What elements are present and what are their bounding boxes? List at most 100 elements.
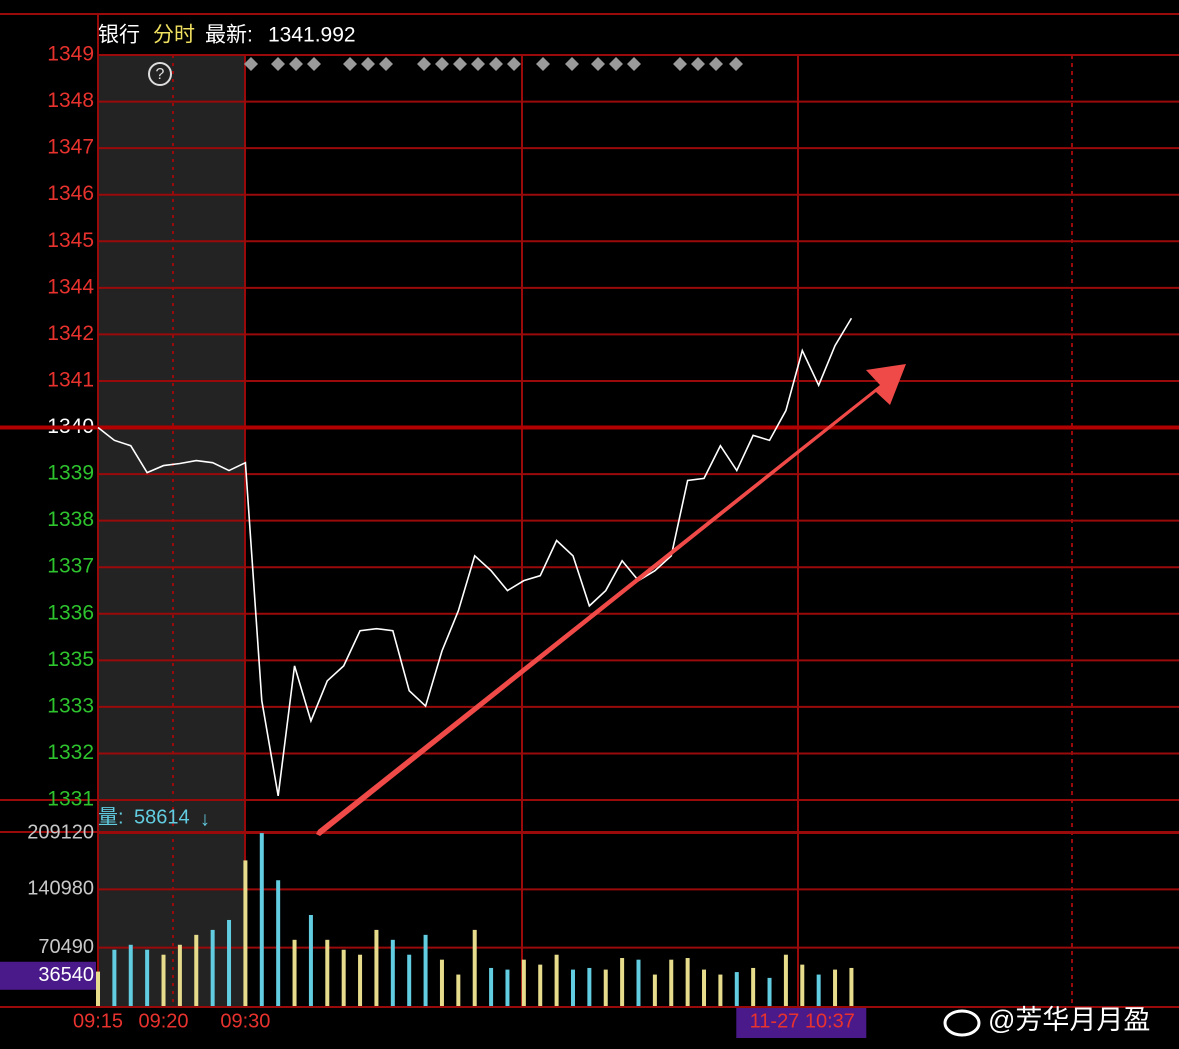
x-tick-label: 11-27 10:37 bbox=[750, 1010, 855, 1032]
volume-bar bbox=[210, 929, 215, 1006]
mode: 分时 bbox=[153, 24, 195, 47]
volume-bar bbox=[783, 954, 788, 1006]
volume-bar bbox=[489, 967, 494, 1006]
y2-marker-label: 36540 bbox=[38, 964, 94, 986]
price-line bbox=[97, 317, 853, 796]
volume-bar bbox=[96, 971, 100, 1006]
help-icon[interactable] bbox=[148, 62, 172, 86]
y-tick-label: 1332 bbox=[47, 741, 94, 764]
volume-bar bbox=[816, 974, 821, 1006]
event-marker bbox=[536, 57, 550, 71]
y-tick-label: 1336 bbox=[47, 601, 94, 624]
volume-bar bbox=[145, 949, 150, 1006]
x-tick-label: 09:20 bbox=[138, 1010, 188, 1032]
y2-tick-label: 209120 bbox=[27, 821, 94, 843]
volume-bar bbox=[439, 959, 444, 1006]
help-icon-glyph: ? bbox=[156, 66, 165, 83]
event-markers bbox=[244, 57, 743, 71]
event-marker bbox=[471, 57, 485, 71]
volume-bar bbox=[259, 833, 264, 1006]
event-marker bbox=[627, 57, 641, 71]
volume-bar bbox=[112, 949, 117, 1006]
volume-bar bbox=[505, 969, 510, 1006]
volume-bar bbox=[456, 974, 461, 1006]
volume-bar bbox=[521, 959, 526, 1006]
volume-bar bbox=[833, 969, 838, 1006]
volume-bar bbox=[800, 964, 805, 1006]
event-marker bbox=[244, 57, 258, 71]
volume-bar bbox=[570, 969, 575, 1006]
event-marker bbox=[271, 57, 285, 71]
volume-bar bbox=[243, 860, 248, 1006]
x-tick-label: 09:30 bbox=[220, 1010, 270, 1032]
volume-bar bbox=[472, 929, 477, 1006]
volume-bar bbox=[292, 939, 297, 1006]
volume-trend: ↓ bbox=[200, 808, 210, 830]
volume-bar bbox=[636, 959, 641, 1006]
volume-bar bbox=[603, 969, 608, 1006]
volume-bar bbox=[702, 969, 707, 1006]
y-tick-label: 1337 bbox=[47, 555, 94, 578]
volume-bar bbox=[652, 974, 657, 1006]
y-tick-label: 1348 bbox=[47, 89, 94, 112]
event-marker bbox=[343, 57, 357, 71]
event-marker bbox=[691, 57, 705, 71]
trend-arrow bbox=[316, 364, 906, 836]
volume-bar bbox=[554, 954, 559, 1006]
weibo-logo bbox=[943, 1009, 981, 1037]
y-tick-label: 1347 bbox=[47, 136, 94, 159]
event-marker bbox=[507, 57, 521, 71]
y-tick-label: 1344 bbox=[47, 275, 94, 298]
y2-tick-label: 140980 bbox=[27, 878, 94, 900]
volume-bar bbox=[308, 914, 313, 1006]
watermark: @芳华月月盈 bbox=[988, 1005, 1150, 1035]
y-tick-label: 1342 bbox=[47, 322, 94, 345]
y-tick-label: 1335 bbox=[47, 648, 94, 671]
event-marker bbox=[379, 57, 393, 71]
volume-bar bbox=[407, 954, 412, 1006]
volume-bar bbox=[669, 959, 674, 1006]
volume-bar bbox=[390, 939, 395, 1006]
y2-tick-label: 70490 bbox=[38, 936, 94, 958]
volume-bar bbox=[620, 958, 625, 1006]
volume-bar bbox=[128, 944, 133, 1006]
volume-bar bbox=[587, 967, 592, 1006]
event-marker bbox=[307, 57, 321, 71]
event-marker bbox=[709, 57, 723, 71]
volume-bar bbox=[538, 964, 543, 1006]
y-tick-label: 1331 bbox=[47, 788, 94, 811]
y-tick-label: 1341 bbox=[47, 368, 94, 391]
x-tick-label: 09:15 bbox=[73, 1010, 123, 1032]
latest-label: 最新: bbox=[205, 24, 253, 47]
volume-bar bbox=[423, 934, 428, 1006]
volume-bar bbox=[358, 954, 363, 1006]
index-name: 银行 bbox=[98, 24, 140, 47]
volume-bar bbox=[374, 929, 379, 1006]
volume-bar bbox=[734, 972, 739, 1006]
volume-bar bbox=[751, 967, 756, 1006]
volume-bar bbox=[341, 949, 346, 1006]
event-marker bbox=[435, 57, 449, 71]
auction-area bbox=[98, 55, 245, 1007]
y-tick-label: 1339 bbox=[47, 462, 94, 485]
volume-bar bbox=[177, 944, 182, 1006]
latest-value: 1341.992 bbox=[268, 24, 356, 47]
volume-bar bbox=[718, 974, 723, 1006]
cursor-time-box bbox=[736, 1008, 867, 1038]
volume-bar bbox=[276, 880, 281, 1006]
volume-bar bbox=[194, 934, 199, 1006]
y-tick-label: 1333 bbox=[47, 694, 94, 717]
event-marker bbox=[673, 57, 687, 71]
y-tick-label: 1346 bbox=[47, 182, 94, 205]
event-marker bbox=[489, 57, 503, 71]
volume-value: 58614 bbox=[134, 806, 190, 828]
event-marker bbox=[453, 57, 467, 71]
volume-bar bbox=[227, 919, 232, 1006]
y-tick-label: 1345 bbox=[47, 229, 94, 252]
event-marker bbox=[565, 57, 579, 71]
volume-bar bbox=[685, 958, 690, 1006]
event-marker bbox=[289, 57, 303, 71]
volume-bar bbox=[325, 939, 330, 1006]
volume-label: 量: bbox=[98, 806, 124, 828]
